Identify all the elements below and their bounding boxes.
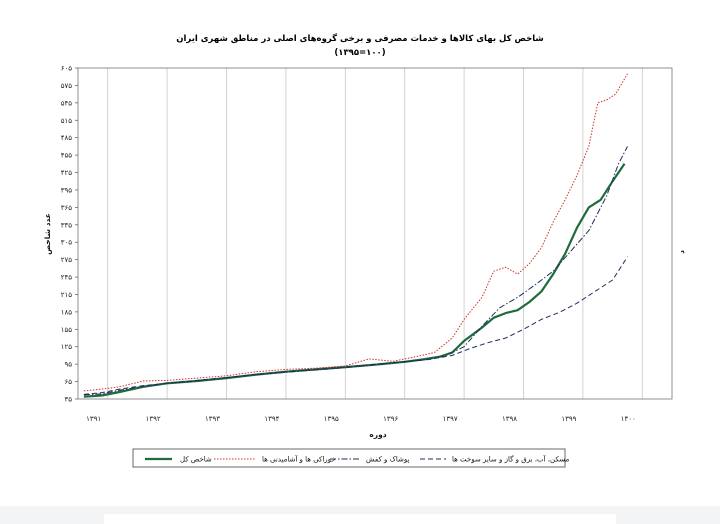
- right-mark: د: [677, 250, 686, 254]
- x-tick-label: ۱۳۹۶: [383, 415, 398, 423]
- y-tick-label: ۴۲۵: [61, 169, 73, 177]
- y-tick-label: ۱۵۵: [61, 326, 73, 334]
- y-tick-label: ۴۸۵: [61, 134, 73, 142]
- y-tick-label: ۱۲۵: [61, 343, 73, 351]
- y-tick-label: ۳۹۵: [61, 186, 73, 194]
- chart-title: شاخص کل بهای کالاها و خدمات مصرفی و برخی…: [176, 33, 544, 44]
- y-tick-label: ۳۶۵: [61, 204, 73, 212]
- y-tick-label: ۶۵: [64, 378, 72, 386]
- y-tick-label: ۵۷۵: [61, 82, 73, 90]
- x-tick-label: ۱۳۹۸: [502, 415, 517, 423]
- grid: [107, 68, 643, 399]
- y-axis-label: عدد شاخص: [43, 213, 52, 255]
- y-tick-label: ۲۴۵: [61, 274, 73, 282]
- y-tick-label: ۶۰۵: [61, 65, 73, 73]
- x-tick-label: ۱۳۹۷: [443, 415, 458, 423]
- legend: شاخص کل خوراکی ها و آشامیدنی ها پوشاک و کف…: [145, 455, 569, 464]
- series-line: [83, 256, 628, 395]
- series-lines: [83, 73, 628, 398]
- chart: شاخص کل بهای کالاها و خدمات مصرفی و برخی…: [43, 33, 686, 468]
- legend-label: خوراکی ها و آشامیدنی ها: [262, 455, 336, 464]
- legend-label: مسکن، آب، برق و گاز و سایر سوخت ها: [452, 455, 569, 464]
- footer-panel: [104, 514, 616, 524]
- legend-label: پوشاک و کفش: [366, 456, 410, 464]
- legend-box: [132, 448, 566, 468]
- y-tick-label: ۲۱۵: [61, 291, 73, 299]
- y-axis: ۳۵ ۶۵ ۹۵ ۱۲۵ ۱۵۵ ۱۸۵ ۲۱۵ ۲۴۵ ۲۷۵ ۳۰۵ ۳۳۵ ۳۶۵ ۳۹۵ ۴۲۵ ۴…: [61, 65, 78, 404]
- x-tick-label: ۱۳۹۳: [205, 415, 220, 423]
- x-tick-label: ۱۳۹۹: [561, 415, 576, 423]
- y-tick-label: ۳۰۵: [61, 239, 73, 247]
- x-axis: ۱۳۹۱ ۱۳۹۲ ۱۳۹۳ ۱۳۹۴ ۱۳۹۵ ۱۳۹۶ ۱۳۹۷ ۱۳۹۸ ۱۳۹۹ ۱۴۰۰: [86, 415, 636, 423]
- series-line: [83, 163, 626, 398]
- x-tick-label: ۱۳۹۴: [264, 415, 279, 423]
- y-tick-label: ۳۵: [64, 396, 72, 404]
- x-tick-label: ۱۳۹۵: [324, 415, 339, 423]
- y-tick-label: ۵۱۵: [61, 117, 73, 125]
- y-tick-label: ۴۵۵: [61, 152, 73, 160]
- y-tick-label: ۵۴۵: [61, 99, 73, 107]
- y-tick-label: ۳۳۵: [61, 221, 73, 229]
- series-line: [83, 73, 628, 392]
- y-tick-label: ۱۸۵: [61, 308, 73, 316]
- series-line: [83, 146, 628, 396]
- x-tick-label: ۱۴۰۰: [621, 415, 636, 423]
- chart-subtitle: (۱۰۰=۱۳۹۵): [334, 48, 385, 58]
- y-tick-label: ۲۷۵: [61, 256, 73, 264]
- x-tick-label: ۱۳۹۱: [86, 415, 101, 423]
- legend-label: شاخص کل: [180, 456, 212, 464]
- y-tick-label: ۹۵: [64, 361, 72, 369]
- x-tick-label: ۱۳۹۲: [146, 415, 161, 423]
- x-axis-label: دوره: [369, 430, 386, 439]
- plot-area: [77, 67, 673, 400]
